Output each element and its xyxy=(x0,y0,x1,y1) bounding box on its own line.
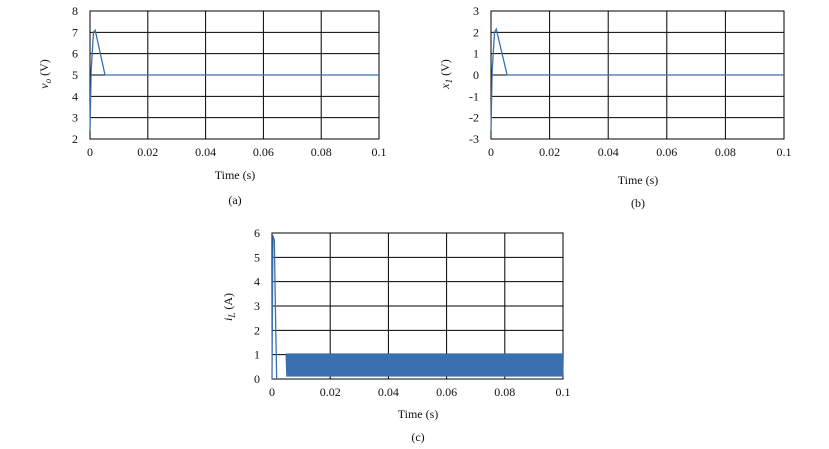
series-layer-a xyxy=(89,28,379,131)
x-tick-label-c-0: 0 xyxy=(269,385,275,399)
y-tick-label-b-2: -1 xyxy=(469,89,479,103)
y-tick-label-b-1: -2 xyxy=(469,111,479,125)
y-axis-label-sub-c: L xyxy=(227,313,237,319)
y-axis-label-unit-b: (V) xyxy=(438,59,452,79)
x-tick-label-a-0: 0 xyxy=(87,145,93,159)
y-axis-label-c: iL (A) xyxy=(221,293,237,321)
y-tick-label-a-0: 2 xyxy=(72,132,78,146)
panel-caption-c: (c) xyxy=(411,430,424,444)
x-axis-label-b: Time (s) xyxy=(618,173,659,187)
y-tick-label-a-3: 5 xyxy=(72,68,78,82)
y-tick-label-b-4: 1 xyxy=(473,47,479,61)
x-tick-label-a-1: 0.02 xyxy=(137,145,158,159)
y-axis-label-sub-a: o xyxy=(43,78,53,83)
x-tick-label-c-3: 0.06 xyxy=(436,385,457,399)
x-tick-label-c-1: 0.02 xyxy=(320,385,341,399)
y-axis-label-a: vo (V) xyxy=(37,59,53,89)
y-tick-label-c-2: 2 xyxy=(254,323,260,337)
x-tick-label-b-2: 0.04 xyxy=(598,145,619,159)
y-tick-label-c-1: 1 xyxy=(254,348,260,362)
y-tick-label-b-0: -3 xyxy=(469,132,479,146)
series-layer-b xyxy=(490,27,784,131)
y-axis-label-main-c: i xyxy=(221,318,235,321)
y-tick-label-b-6: 3 xyxy=(473,4,479,18)
x-tick-label-c-5: 0.1 xyxy=(556,385,571,399)
y-tick-label-a-6: 8 xyxy=(72,4,78,18)
chart-panel-b: 0 0.02 0.04 0.06 0.08 0.1 -3 -2 -1 0 1 2 3 Time (s)… xyxy=(438,4,792,210)
y-tick-label-a-5: 7 xyxy=(72,25,78,39)
x-tick-label-b-1: 0.02 xyxy=(539,145,560,159)
x-axis-label-c: Time (s) xyxy=(398,407,439,421)
y-tick-label-c-6: 6 xyxy=(254,226,260,240)
series-layer-c xyxy=(271,235,564,380)
x-tick-labels-b: 0 0.02 0.04 0.06 0.08 0.1 xyxy=(488,145,792,159)
y-axis-label-unit-a: (V) xyxy=(37,59,51,79)
y-axis-label-main-b: x xyxy=(438,83,452,90)
series-line-c-0 xyxy=(271,235,278,380)
y-tick-label-a-1: 3 xyxy=(72,111,78,125)
series-line-a-0 xyxy=(89,28,379,131)
series-line-b-0 xyxy=(490,27,784,131)
y-tick-labels-b: -3 -2 -1 0 1 2 3 xyxy=(469,4,479,146)
y-tick-label-b-3: 0 xyxy=(473,68,479,82)
y-tick-label-a-4: 6 xyxy=(72,47,78,61)
y-tick-label-c-3: 3 xyxy=(254,299,260,313)
chart-panel-a: 0 0.02 0.04 0.06 0.08 0.1 2 3 4 5 6 7 8 Time (s) vo… xyxy=(37,4,387,207)
y-axis-label-unit-c: (A) xyxy=(221,293,235,313)
y-tick-label-c-5: 5 xyxy=(254,250,260,264)
x-tick-label-c-2: 0.04 xyxy=(378,385,399,399)
panel-caption-a: (a) xyxy=(228,193,241,207)
x-tick-label-b-4: 0.08 xyxy=(715,145,736,159)
y-tick-label-c-0: 0 xyxy=(254,372,260,386)
x-tick-labels-a: 0 0.02 0.04 0.06 0.08 0.1 xyxy=(87,145,387,159)
chart-panel-c: 0 0.02 0.04 0.06 0.08 0.1 0 1 2 3 4 5 6 Time (s) iL… xyxy=(221,226,571,444)
y-axis-label-b: x1 (V) xyxy=(438,59,454,90)
x-tick-label-a-5: 0.1 xyxy=(372,145,387,159)
y-tick-labels-c: 0 1 2 3 4 5 6 xyxy=(254,226,260,386)
x-tick-labels-c: 0 0.02 0.04 0.06 0.08 0.1 xyxy=(269,385,571,399)
x-tick-label-b-0: 0 xyxy=(488,145,494,159)
y-tick-label-b-5: 2 xyxy=(473,25,479,39)
y-axis-label-main-a: v xyxy=(37,83,51,89)
x-tick-label-b-3: 0.06 xyxy=(656,145,677,159)
panel-caption-b: (b) xyxy=(631,196,645,210)
x-tick-label-c-4: 0.08 xyxy=(494,385,515,399)
y-tick-labels-a: 2 3 4 5 6 7 8 xyxy=(72,4,78,146)
y-tick-label-a-2: 4 xyxy=(72,89,78,103)
series-ripple-band-c xyxy=(286,359,563,371)
x-tick-label-a-3: 0.06 xyxy=(253,145,274,159)
x-tick-label-b-5: 0.1 xyxy=(777,145,792,159)
y-axis-label-sub-b: 1 xyxy=(444,79,454,84)
x-axis-label-a: Time (s) xyxy=(215,168,256,182)
x-tick-label-a-4: 0.08 xyxy=(311,145,332,159)
y-tick-label-c-4: 4 xyxy=(254,275,260,289)
x-tick-label-a-2: 0.04 xyxy=(195,145,216,159)
